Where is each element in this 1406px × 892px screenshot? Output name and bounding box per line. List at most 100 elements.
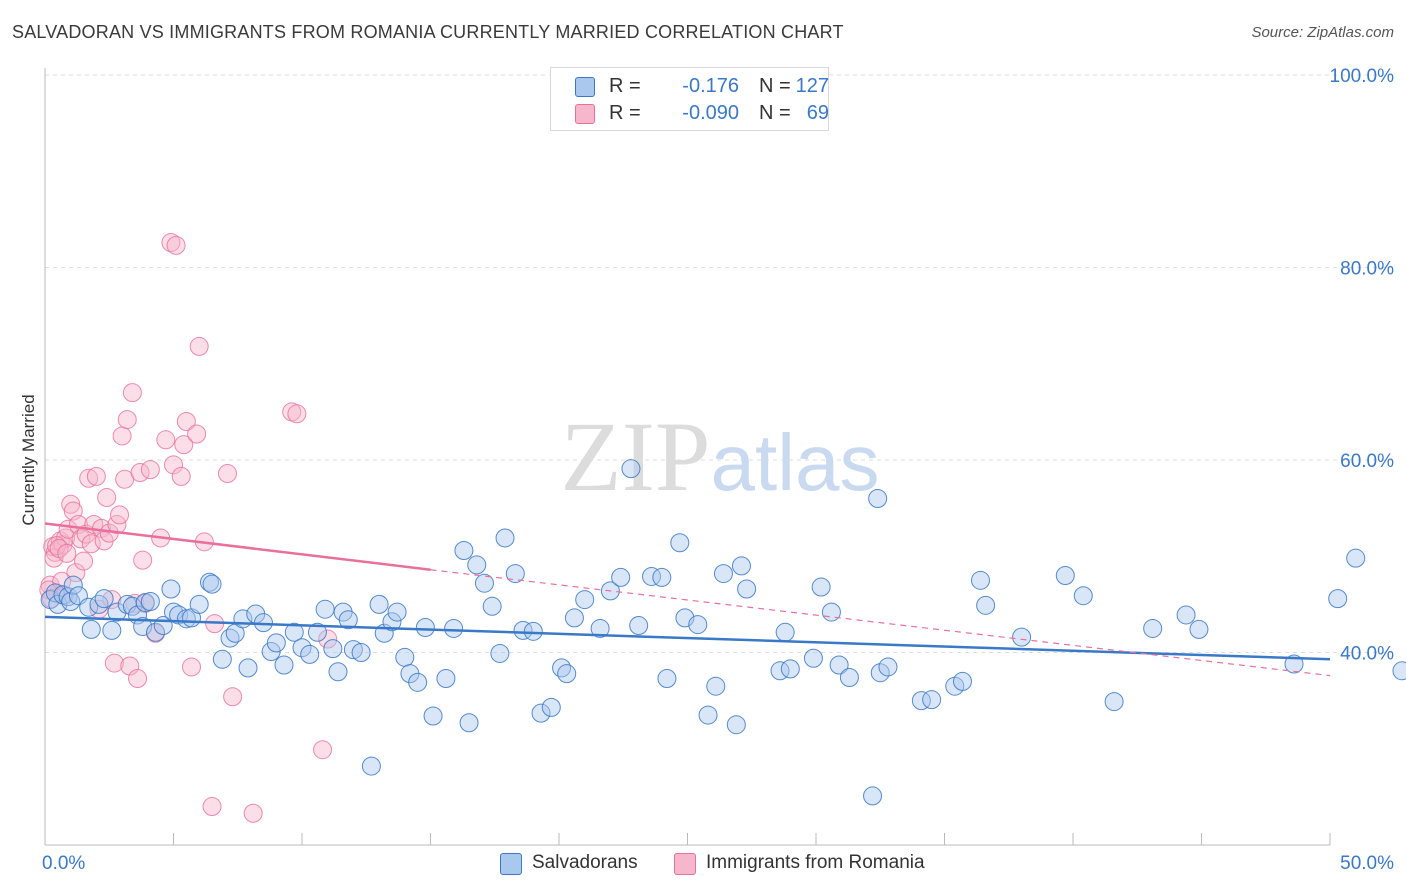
salvadoran-point: [1055, 566, 1075, 585]
romania-point: [217, 463, 237, 483]
legend-n-value: 69: [806, 102, 829, 124]
romania-trend-extension: [430, 569, 1331, 677]
salvadoran-point: [94, 589, 114, 609]
salvadoran-point: [557, 664, 577, 684]
salvadoran-point: [454, 540, 474, 560]
salvadoran-point: [1284, 654, 1304, 674]
salvadoran-point: [564, 608, 584, 628]
romania-point: [140, 460, 160, 480]
romania-point: [66, 563, 86, 583]
romania-point: [57, 543, 77, 563]
salvadoran-point: [706, 676, 726, 696]
salvadoran-point: [45, 583, 65, 603]
romania-point: [176, 412, 196, 431]
salvadoran-point: [1104, 692, 1124, 712]
romania-trend-line: [44, 522, 431, 571]
salvadoran-point: [868, 489, 888, 508]
salvadoran-point: [274, 655, 294, 675]
salvadoran-point: [351, 643, 371, 662]
salvadoran-point: [490, 643, 510, 663]
romania-point: [189, 336, 209, 356]
salvadoran-point: [315, 599, 335, 619]
romania-point: [74, 551, 94, 571]
salvadoran-point: [238, 658, 258, 678]
salvadoran-point: [952, 671, 972, 691]
salvadoran-point: [803, 648, 823, 668]
romania-point: [166, 235, 186, 255]
y-tick-label: 40.0%: [1340, 644, 1394, 665]
salvadoran-point: [202, 574, 222, 594]
romania-point: [122, 383, 142, 403]
romania-point: [243, 803, 263, 823]
legend-r-value: -0.090: [682, 102, 739, 124]
bottom-legend-label: Immigrants from Romania: [706, 852, 925, 873]
salvadoran-point: [670, 533, 690, 553]
salvadoran-point: [395, 647, 415, 667]
x-tick-label: 0.0%: [42, 853, 85, 874]
salvadoran-point: [266, 633, 286, 653]
romania-point: [81, 534, 101, 554]
salvadoran-point: [821, 602, 841, 622]
salvadoran-point: [102, 620, 122, 640]
salvadoran-point: [135, 592, 155, 612]
watermark: ZIPatlas: [561, 401, 880, 512]
salvadoran-point: [292, 638, 312, 658]
salvadoran-point: [343, 640, 363, 660]
salvadoran-point: [652, 567, 672, 587]
romania-point: [125, 593, 145, 613]
salvadoran-point: [382, 612, 402, 632]
salvadoran-point: [611, 567, 631, 587]
salvadoran-point: [505, 564, 525, 584]
salvadoran-point: [878, 657, 898, 677]
salvadoran-point: [482, 596, 502, 616]
salvadoran-point: [1328, 589, 1348, 609]
salvadoran-point: [575, 590, 595, 610]
romania-point: [181, 657, 201, 677]
salvadoran-point: [212, 649, 232, 669]
romania-point: [313, 740, 333, 760]
salvadoran-point: [89, 594, 109, 614]
salvadoran-point: [629, 616, 649, 636]
salvadoran-point: [415, 617, 435, 637]
romania-point: [223, 687, 243, 707]
romania-point: [187, 424, 207, 444]
legend-swatch-pink: [575, 104, 595, 124]
romania-point: [174, 435, 194, 455]
legend-n-label: N =: [759, 75, 791, 97]
legend-r-value: -0.176: [682, 75, 739, 97]
salvadoran-point: [541, 697, 561, 717]
salvadoran-point: [552, 658, 572, 678]
romania-point: [117, 410, 137, 430]
romania-point: [202, 797, 222, 816]
salvadoran-point: [300, 644, 320, 664]
salvadoran-point: [621, 459, 641, 479]
salvadoran-point: [1392, 661, 1406, 681]
correlation-legend: R = -0.176 N = 127 R = -0.090 N = 69: [550, 67, 829, 131]
salvadoran-point: [1176, 605, 1196, 625]
salvadoran-point: [423, 706, 443, 726]
salvadoran-point: [531, 703, 551, 723]
salvadoran-point: [48, 594, 68, 614]
salvadoran-point: [1073, 586, 1093, 606]
salvadoran-point: [459, 713, 479, 733]
salvadoran-point: [436, 668, 456, 688]
romania-point: [112, 426, 132, 446]
salvadoran-point: [1189, 619, 1209, 639]
romania-point: [133, 550, 153, 570]
salvadoran-point: [970, 570, 990, 590]
romania-point: [47, 536, 67, 556]
salvadoran-point: [911, 691, 931, 711]
salvadoran-point: [870, 663, 890, 683]
salvadoran-point: [731, 556, 751, 576]
salvadoran-point: [976, 595, 996, 615]
romania-point: [128, 668, 148, 688]
salvadoran-point: [328, 662, 348, 682]
legend-swatch-blue: [575, 77, 595, 97]
salvadoran-point: [775, 622, 795, 642]
legend-n-value: 127: [795, 75, 829, 97]
legend-n-label: N =: [759, 102, 791, 124]
salvadoran-point: [737, 579, 757, 599]
salvadoran-point: [176, 609, 196, 629]
romania-point: [164, 455, 183, 475]
